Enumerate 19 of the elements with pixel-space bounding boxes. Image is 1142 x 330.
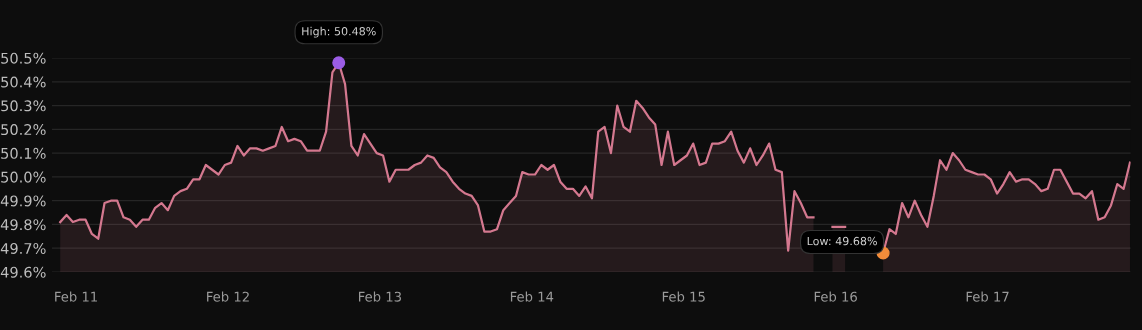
x-tick-label: Feb 17	[966, 291, 1009, 302]
y-tick-label: 50.0%	[1, 171, 46, 183]
x-tick-label: Feb 14	[510, 291, 554, 302]
y-tick-label: 50.5%	[1, 52, 46, 64]
y-tick-label: 49.6%	[0, 266, 46, 278]
x-tick-label: Feb 16	[814, 291, 857, 302]
x-tick-label: Feb 12	[207, 291, 249, 302]
y-tick-label: 49.8%	[0, 219, 46, 231]
y-tick-label: 50.1%	[1, 147, 46, 159]
annotation: High: 50.48%	[302, 26, 376, 38]
y-tick-label: 49.7%	[0, 242, 46, 254]
y-tick-label: 50.2%	[1, 124, 46, 136]
y-tick-label: 50.4%	[1, 76, 46, 88]
annotation: Low: 49.68%	[807, 236, 877, 246]
x-tick-label: Feb 11	[55, 291, 97, 302]
x-tick-label: Feb 15	[662, 291, 705, 302]
y-tick-label: 50.3%	[1, 100, 46, 112]
y-tick-label: 49.9%	[0, 195, 46, 207]
x-tick-label: Feb 13	[359, 291, 401, 302]
